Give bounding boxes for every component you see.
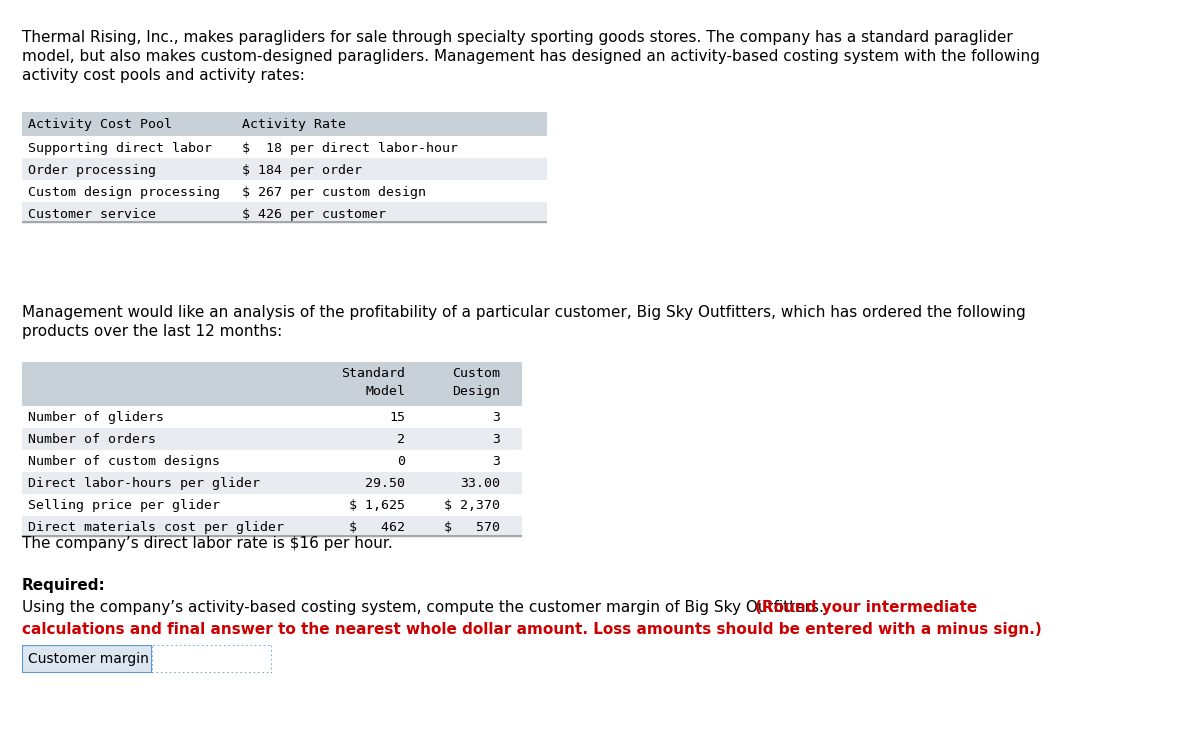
Text: Management would like an analysis of the profitability of a particular customer,: Management would like an analysis of the… <box>22 305 1026 320</box>
Text: Custom: Custom <box>452 367 500 380</box>
Bar <box>152 645 272 673</box>
Bar <box>22 362 522 406</box>
Text: Standard: Standard <box>341 367 406 380</box>
Text: Activity Rate: Activity Rate <box>242 118 346 131</box>
Text: Number of custom designs: Number of custom designs <box>28 455 220 468</box>
Text: $   570: $ 570 <box>444 521 500 534</box>
Text: $ 267 per custom design: $ 267 per custom design <box>242 186 426 199</box>
Bar <box>22 180 547 202</box>
Text: $ 1,625: $ 1,625 <box>349 499 406 512</box>
Text: 15: 15 <box>389 411 406 424</box>
Bar <box>22 494 522 516</box>
Text: Customer margin: Customer margin <box>28 652 149 666</box>
Bar <box>22 450 522 472</box>
Text: Direct labor-hours per glider: Direct labor-hours per glider <box>28 477 260 490</box>
Bar <box>22 516 522 538</box>
Text: Order processing: Order processing <box>28 164 156 177</box>
Bar <box>22 202 547 224</box>
Text: Required:: Required: <box>22 578 106 593</box>
Text: $ 184 per order: $ 184 per order <box>242 164 362 177</box>
Text: Design: Design <box>452 385 500 398</box>
Text: Number of orders: Number of orders <box>28 433 156 446</box>
Text: calculations and final answer to the nearest whole dollar amount. Loss amounts s: calculations and final answer to the nea… <box>22 622 1042 637</box>
Text: activity cost pools and activity rates:: activity cost pools and activity rates: <box>22 68 305 83</box>
Bar <box>22 472 522 494</box>
Text: Using the company’s activity-based costing system, compute the customer margin o: Using the company’s activity-based costi… <box>22 600 829 615</box>
Text: Custom design processing: Custom design processing <box>28 186 220 199</box>
Text: model, but also makes custom-designed paragliders. Management has designed an ac: model, but also makes custom-designed pa… <box>22 49 1040 64</box>
Text: $ 2,370: $ 2,370 <box>444 499 500 512</box>
Text: $  18 per direct labor-hour: $ 18 per direct labor-hour <box>242 142 458 155</box>
Text: 0: 0 <box>397 455 406 468</box>
Text: 33.00: 33.00 <box>460 477 500 490</box>
Text: 3: 3 <box>492 411 500 424</box>
Text: (Round your intermediate: (Round your intermediate <box>755 600 977 615</box>
Text: Activity Cost Pool: Activity Cost Pool <box>28 118 172 131</box>
Text: 3: 3 <box>492 433 500 446</box>
Text: 29.50: 29.50 <box>365 477 406 490</box>
Bar <box>22 136 547 158</box>
Text: The company’s direct labor rate is $16 per hour.: The company’s direct labor rate is $16 p… <box>22 536 392 551</box>
Text: $ 426 per customer: $ 426 per customer <box>242 208 386 221</box>
Bar <box>22 428 522 450</box>
Bar <box>22 406 522 428</box>
Text: products over the last 12 months:: products over the last 12 months: <box>22 324 282 339</box>
Text: Thermal Rising, Inc., makes paragliders for sale through specialty sporting good: Thermal Rising, Inc., makes paragliders … <box>22 30 1013 45</box>
Text: Selling price per glider: Selling price per glider <box>28 499 220 512</box>
Text: Model: Model <box>365 385 406 398</box>
Text: Direct materials cost per glider: Direct materials cost per glider <box>28 521 284 534</box>
Bar <box>22 645 152 673</box>
Text: 3: 3 <box>492 455 500 468</box>
Text: 2: 2 <box>397 433 406 446</box>
Bar <box>22 112 547 136</box>
Bar <box>22 158 547 180</box>
Text: Number of gliders: Number of gliders <box>28 411 164 424</box>
Text: Customer service: Customer service <box>28 208 156 221</box>
Text: Supporting direct labor: Supporting direct labor <box>28 142 212 155</box>
Text: $   462: $ 462 <box>349 521 406 534</box>
